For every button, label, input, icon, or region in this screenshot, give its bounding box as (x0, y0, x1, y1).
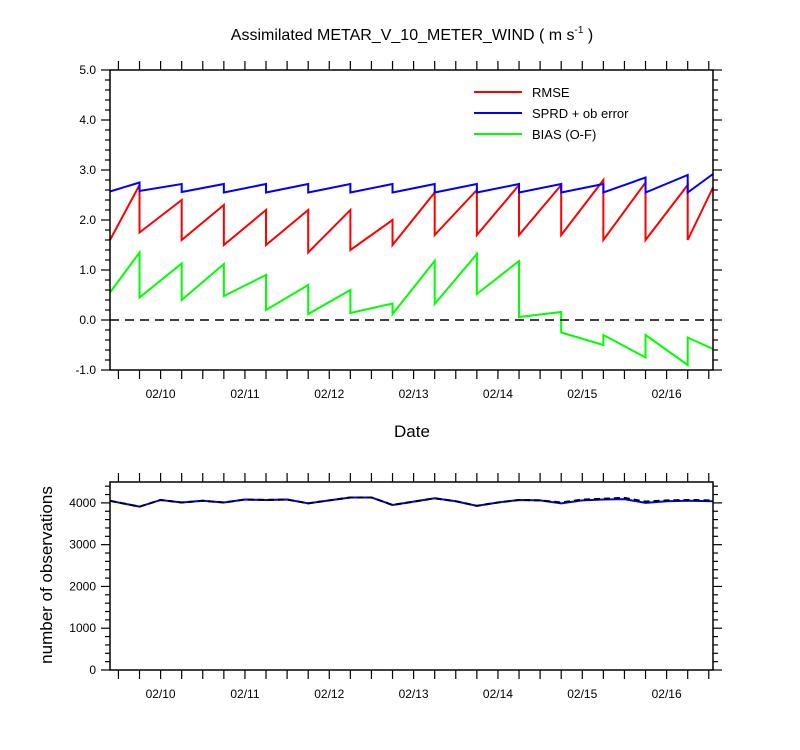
legend-label-0: RMSE (532, 85, 570, 100)
x-tick-label: 02/11 (230, 687, 259, 701)
x-tick-label: 02/15 (567, 387, 597, 401)
top-panel: 5.04.03.02.01.00.0-1.0 02/10 02/11 02/12 02… (75, 61, 722, 401)
chart-title-main: Assimilated METAR_V_10_METER_WIND ( m s (231, 27, 575, 44)
x-tick-label: 02/16 (652, 387, 682, 401)
y-tick-label: -1.0 (75, 363, 96, 377)
y-tick-label: 4000 (69, 496, 96, 510)
x-tick-label: 02/15 (567, 687, 597, 701)
chart-title: Assimilated METAR_V_10_METER_WIND ( m s-… (231, 25, 593, 44)
top-series-lines (109, 173, 714, 367)
top-axis-ticks (101, 61, 722, 379)
series-line-0-2 (109, 249, 714, 367)
x-tick-label: 02/13 (399, 687, 429, 701)
y-tick-label: 5.0 (79, 63, 96, 77)
legend-label-1: SPRD + ob error (532, 106, 629, 121)
series-line-0-0 (109, 177, 714, 255)
y-tick-label: 1.0 (79, 263, 96, 277)
top-y-tick-labels: 5.0 4.0 3.0 2.0 1.0 0.0 -1.0 (75, 63, 96, 377)
legend: RMSE SPRD + ob error BIAS (O-F) (474, 85, 629, 142)
x-tick-label: 02/12 (314, 387, 344, 401)
x-tick-label: 02/10 (146, 687, 176, 701)
chart-title-superscript: -1 (575, 25, 584, 36)
x-axis-title: Date (394, 422, 430, 441)
x-tick-label: 02/14 (483, 687, 513, 701)
top-x-tick-labels: 02/10 02/11 02/12 02/13 02/14 02/15 02/16 (146, 387, 682, 401)
bottom-series-lines (109, 496, 714, 508)
legend-label-2: BIAS (O-F) (532, 127, 596, 142)
x-tick-label: 02/11 (230, 387, 259, 401)
y-tick-label: 2000 (69, 579, 96, 593)
x-tick-label: 02/13 (399, 387, 429, 401)
y-tick-label: 3.0 (79, 163, 96, 177)
x-tick-label: 02/10 (146, 387, 176, 401)
series-line-0-1 (109, 173, 714, 195)
bottom-y-tick-labels: 4000 3000 2000 1000 0 (69, 496, 96, 677)
x-tick-label: 02/14 (483, 387, 513, 401)
y-tick-label: 4.0 (79, 113, 96, 127)
x-tick-label: 02/12 (314, 687, 344, 701)
series-line-1-0 (109, 496, 714, 508)
x-tick-label: 02/16 (652, 687, 682, 701)
y-tick-label: 3000 (69, 538, 96, 552)
y-axis-title-observations: number of observations (37, 486, 56, 664)
y-tick-label: 0.0 (79, 313, 96, 327)
bottom-plot-frame (109, 481, 714, 671)
y-tick-label: 1000 (69, 621, 96, 635)
bottom-x-tick-labels: 02/10 02/11 02/12 02/13 02/14 02/15 02/16 (146, 687, 682, 701)
y-tick-label: 0 (89, 663, 96, 677)
bottom-axis-ticks (101, 473, 722, 679)
top-plot-frame (109, 69, 714, 371)
chart-title-end: ) (583, 27, 593, 44)
y-tick-label: 2.0 (79, 213, 96, 227)
